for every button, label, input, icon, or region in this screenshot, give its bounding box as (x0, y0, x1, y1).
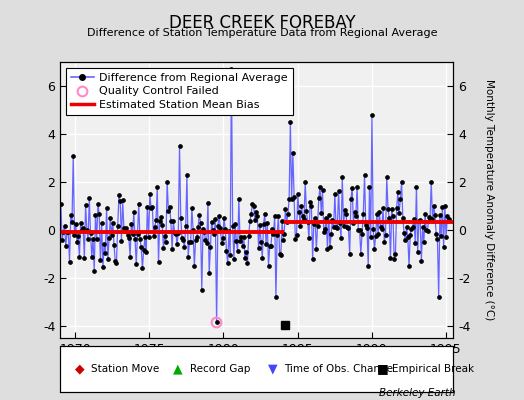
Text: ▼: ▼ (268, 362, 277, 376)
Text: Difference of Station Temperature Data from Regional Average: Difference of Station Temperature Data f… (87, 28, 437, 38)
Text: ■: ■ (377, 362, 388, 376)
Text: DEER CREEK FOREBAY: DEER CREEK FOREBAY (169, 14, 355, 32)
Y-axis label: Monthly Temperature Anomaly Difference (°C): Monthly Temperature Anomaly Difference (… (484, 79, 494, 321)
Text: Berkeley Earth: Berkeley Earth (379, 388, 456, 398)
Legend: Difference from Regional Average, Quality Control Failed, Estimated Station Mean: Difference from Regional Average, Qualit… (66, 68, 293, 115)
Text: Station Move: Station Move (91, 364, 160, 374)
Text: Empirical Break: Empirical Break (392, 364, 474, 374)
Text: Time of Obs. Change: Time of Obs. Change (284, 364, 393, 374)
Text: ▲: ▲ (173, 362, 183, 376)
Text: Record Gap: Record Gap (190, 364, 250, 374)
Text: ◆: ◆ (75, 362, 85, 376)
